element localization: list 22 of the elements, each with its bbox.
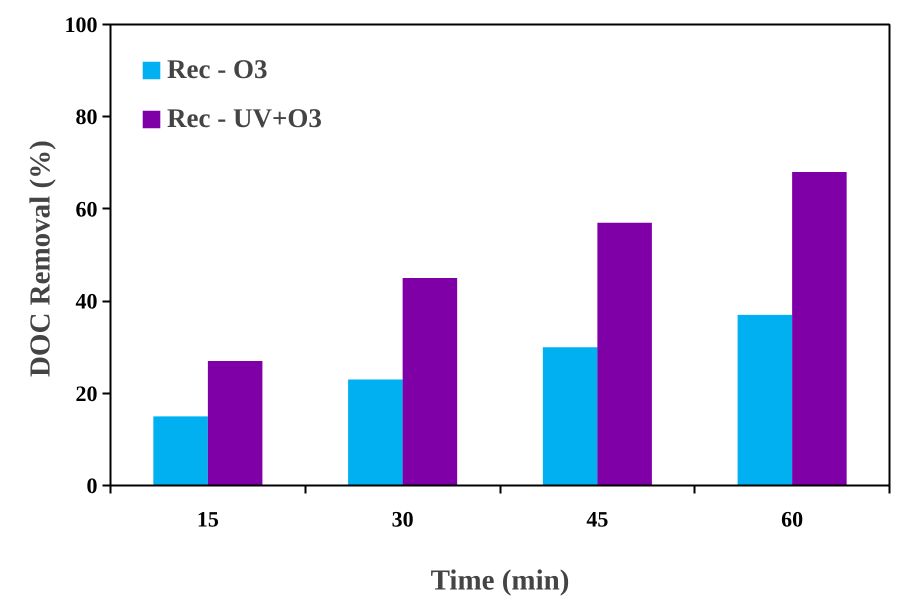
bar <box>792 172 847 486</box>
bar <box>348 379 403 486</box>
legend-label: Rec - UV+O3 <box>167 103 322 134</box>
bar <box>208 361 262 486</box>
y-tick-label: 100 <box>64 12 98 37</box>
x-tick-label: 15 <box>196 506 219 532</box>
x-tick-label: 60 <box>781 506 804 532</box>
bar <box>597 222 652 486</box>
x-tick-label: 30 <box>392 506 414 532</box>
y-tick-label: 20 <box>76 380 98 406</box>
bar <box>542 347 598 486</box>
y-axis-title: DOC Removal (%) <box>24 140 56 378</box>
x-axis-title: Time (min) <box>430 564 570 596</box>
y-tick-label: 60 <box>76 196 98 222</box>
x-tick-label: 45 <box>586 506 608 532</box>
bar <box>153 416 208 486</box>
bar <box>738 314 792 486</box>
y-tick-label: 40 <box>76 288 98 314</box>
y-tick-label: 0 <box>86 473 98 498</box>
legend-label: Rec - O3 <box>167 54 268 85</box>
bar <box>402 278 458 486</box>
y-tick-label: 80 <box>76 104 98 130</box>
